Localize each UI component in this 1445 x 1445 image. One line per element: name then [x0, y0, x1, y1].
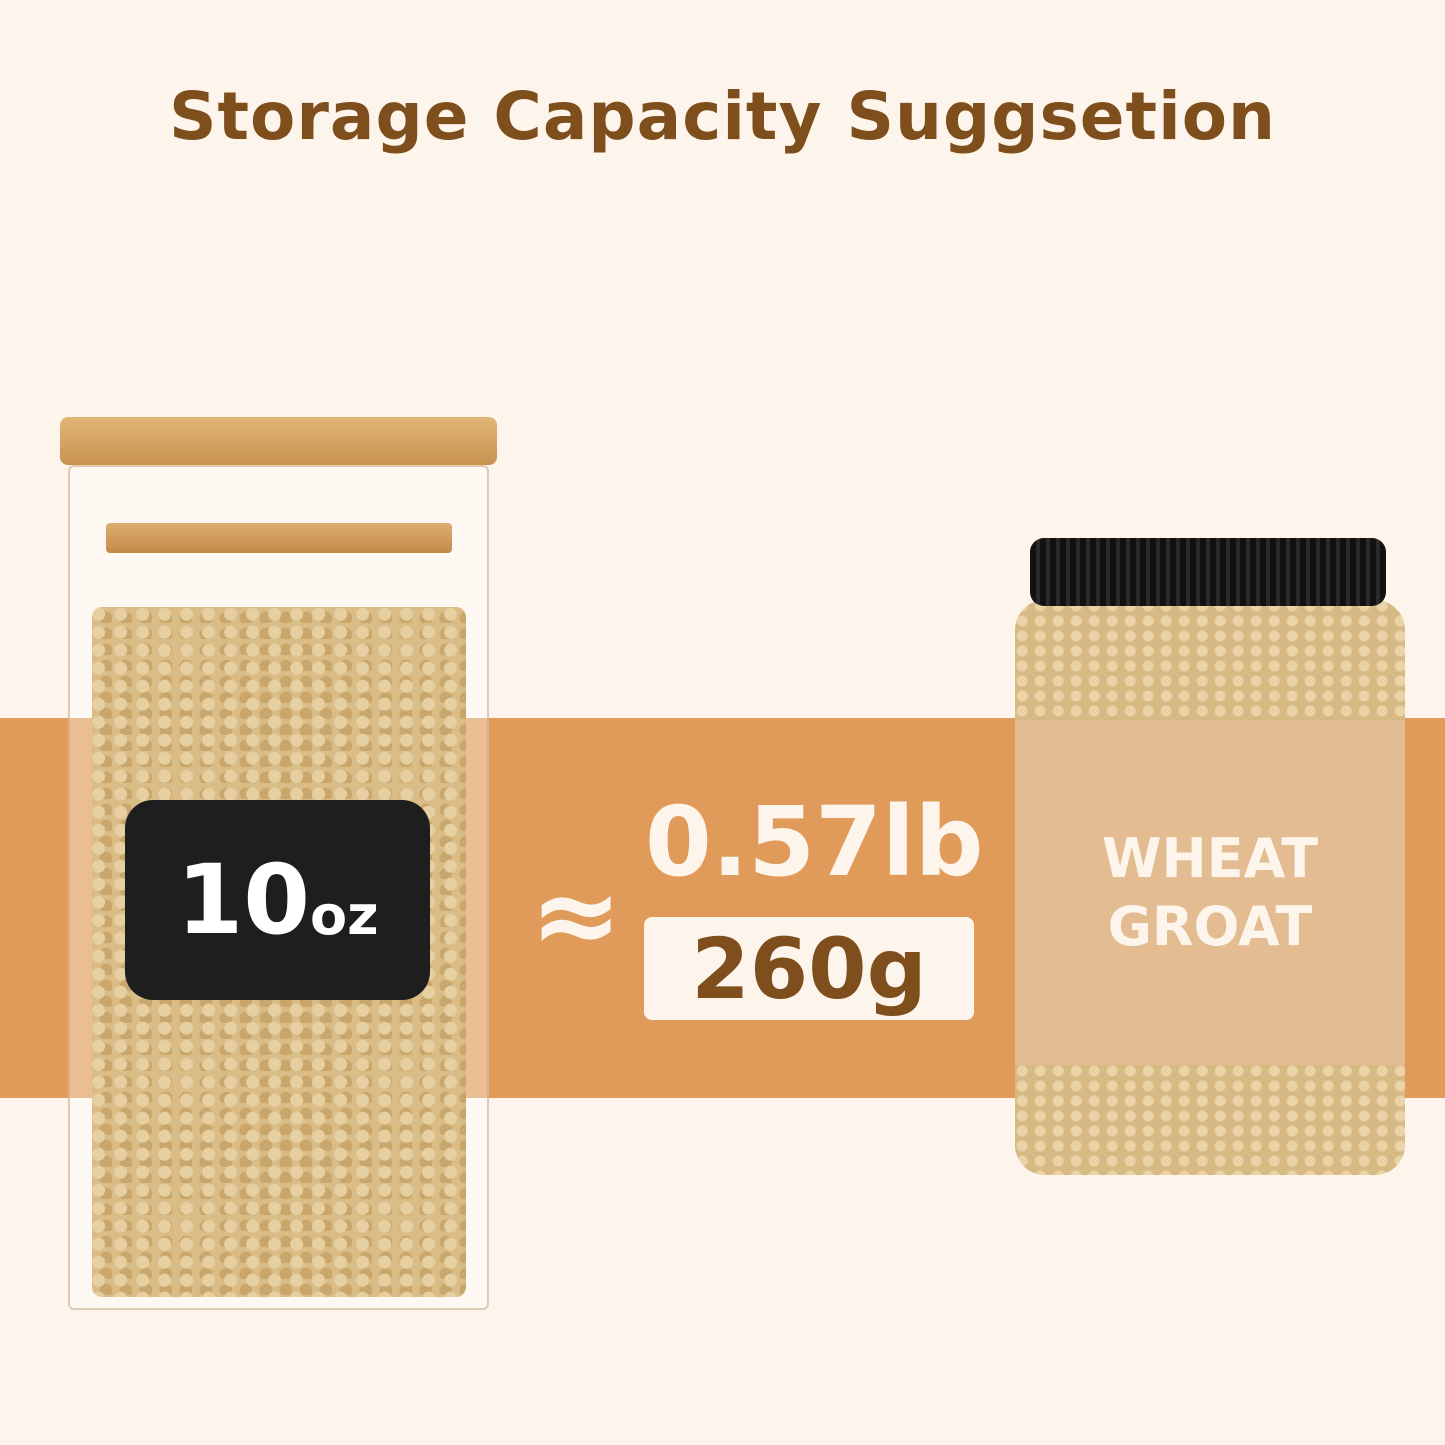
weight-g: 260g: [691, 919, 927, 1018]
product-label-line2: GROAT: [1107, 894, 1313, 958]
product-label-line1: WHEAT: [1101, 827, 1319, 890]
product-label: WHEAT GROAT: [1015, 720, 1405, 1065]
chalkboard-label: 10 oz: [125, 800, 430, 1000]
capacity-number: 10: [176, 844, 311, 956]
weight-g-box: 260g: [644, 917, 974, 1020]
page-title: Storage Capacity Suggsetion: [168, 78, 1277, 155]
wheat-groat-container-image: WHEAT GROAT: [1015, 538, 1405, 1178]
black-cap: [1030, 538, 1386, 606]
approx-symbol: ≈: [530, 851, 623, 979]
bamboo-lid: [60, 417, 497, 465]
lid-plug: [106, 523, 452, 553]
weight-lb: 0.57lb: [645, 786, 984, 898]
capacity-unit: oz: [310, 883, 379, 947]
